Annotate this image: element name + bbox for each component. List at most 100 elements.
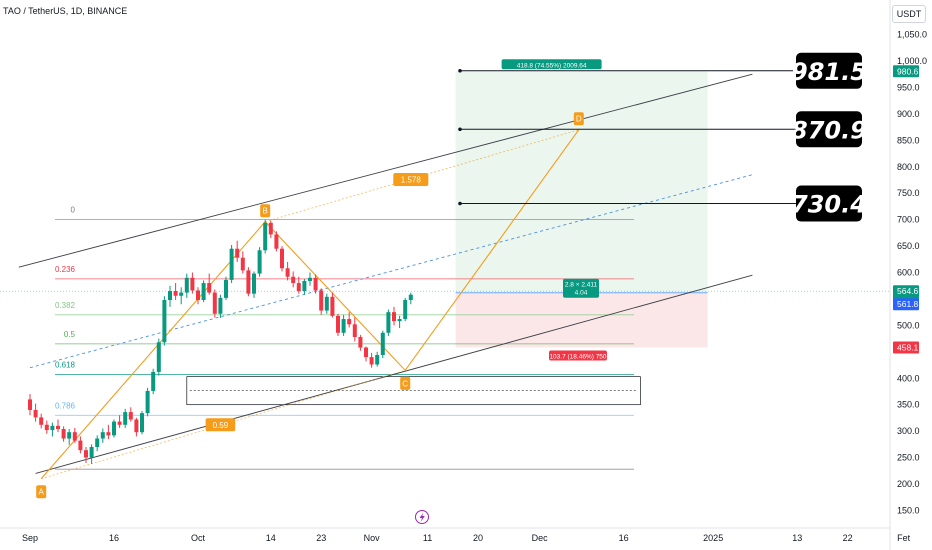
candle-body [156,342,161,372]
channel-mid [29,174,753,369]
candle-body [235,248,240,258]
candle [235,240,240,262]
fib-label-3: 0.5 [64,330,76,339]
lightning-icon-ring [415,510,429,524]
candle-body [100,432,105,439]
candle-body [78,440,83,451]
candle [112,419,116,438]
price-tick-label: 500.0 [897,320,920,330]
candles [28,219,413,464]
price-tick-label: 350.0 [897,400,920,410]
candle [179,287,184,305]
candle [44,420,49,434]
candle [302,278,307,295]
candle-body [285,268,290,277]
target-callout-text: 870.9 [791,116,867,144]
harmonic-point-D-bg [573,112,584,126]
harmonic-point-B-bg [260,204,271,218]
harmonic-ratio-0-text: 1.578 [401,175,422,184]
candle-body [184,277,189,293]
candle-body [33,409,38,418]
candle-body [201,283,206,300]
fib-label-0: 0 [71,206,76,215]
candle [375,351,380,367]
candle [140,411,144,435]
candle-body [128,412,133,420]
candle-body [190,277,195,291]
fib-label-5: 0.786 [55,401,76,410]
price-tag-text: 458.1 [897,343,919,353]
target-callout-bg [796,52,862,89]
harmonic-point-D-text: D [576,115,582,124]
candle-body [123,412,128,425]
candle-body [257,250,262,274]
candle [212,289,217,318]
target-callout-2: 730.4 [791,185,867,222]
time-tick-label: 20 [473,533,483,543]
lightning-icon[interactable] [415,510,429,524]
target-callout-bg [796,185,862,222]
harmonic-point-C: C [400,376,411,390]
candle-body [308,277,312,281]
candle [408,292,413,305]
price-tick-label: 1,050.0 [897,30,927,40]
candle [403,297,408,322]
price-tick-label: 650.0 [897,241,920,251]
candle [61,426,66,442]
candle [106,424,111,440]
price-tick-label: 800.0 [897,162,920,172]
price-tick-label: 750.0 [897,188,920,198]
candle-body [67,432,72,439]
candle [168,285,172,307]
harmonic-point-A: A [36,485,47,499]
candle-body [403,299,408,320]
fib-label-4: 0.618 [55,361,76,370]
candle-body [352,324,357,338]
price-tick-label: 150.0 [897,505,920,515]
candle-body [347,319,352,325]
candle-body [246,270,251,294]
candle [397,315,402,329]
harmonic-ratio-0: 1.578 [393,172,429,186]
channel-lower [35,274,753,474]
candle [352,317,357,342]
harmonic-ratio-0-bg [393,172,429,186]
candle [330,292,335,318]
currency-button[interactable]: USDT [892,5,926,23]
candle-body [179,292,184,296]
candle [56,419,60,433]
candle-body [386,312,391,333]
candle [386,309,391,336]
stop-stat-label-text: 103.7 (18.46%) 750 [549,354,606,361]
candle-body [341,319,346,333]
price-tag-bg [893,65,919,78]
price-tick-label: 950.0 [897,82,920,92]
candle [308,272,312,286]
candle [313,274,318,294]
candle-body [240,257,245,271]
candle-body [61,429,66,439]
candle [128,407,133,422]
price-tick-label: 700.0 [897,215,920,225]
target-callout-0: 981.5 [791,52,867,89]
candle [162,296,167,346]
candle [207,273,212,295]
candle-body [196,290,200,300]
candle [364,346,368,362]
candle [280,246,284,272]
candle [78,436,83,454]
candle [190,272,195,294]
candle [240,251,245,274]
candle [201,280,206,303]
price-tag-3: 458.1 [893,341,919,354]
fib-label-2: 0.382 [55,301,76,310]
candle [39,413,44,429]
candle [151,368,156,395]
candle [229,245,234,284]
time-tick-label: Sep [22,533,38,543]
candle-body [112,421,116,436]
price-tag-text: 561.8 [897,299,919,309]
candle-body [369,357,374,365]
price-tick-label: 250.0 [897,453,920,463]
